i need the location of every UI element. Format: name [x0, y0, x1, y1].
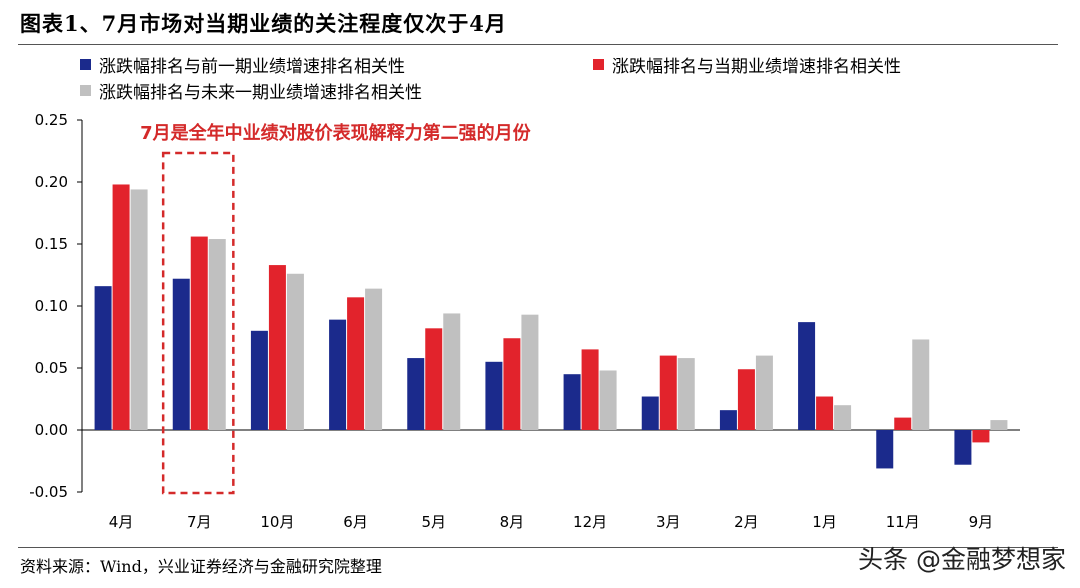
bar-2月-s2	[755, 355, 773, 430]
watermark: 头条 @金融梦想家	[858, 545, 1066, 574]
x-tick-label: 10月	[260, 513, 294, 531]
legend-label-current: 涨跌幅排名与当期业绩增速排名相关性	[612, 57, 901, 77]
x-tick-label: 7月	[187, 513, 212, 531]
legend-item-prev: 涨跌幅排名与前一期业绩增速排名相关性	[80, 52, 405, 77]
bar-12月-s0	[563, 374, 581, 430]
legend-swatch-prev	[80, 59, 91, 70]
bar-10月-s0	[250, 330, 268, 430]
highlight-box	[161, 151, 235, 495]
y-tick-label: 0.15	[35, 235, 68, 253]
y-tick-label: 0.10	[35, 297, 68, 315]
x-tick-label: 9月	[969, 513, 994, 531]
bar-12月-s2	[599, 370, 617, 430]
bar-10月-s2	[286, 273, 304, 430]
bar-4月-s2	[130, 189, 148, 430]
x-tick-label: 3月	[656, 513, 681, 531]
legend-item-current: 涨跌幅排名与当期业绩增速排名相关性	[593, 52, 901, 77]
x-tick-label: 2月	[734, 513, 759, 531]
bar-7月-s0	[172, 278, 190, 430]
y-tick-label: 0.20	[35, 173, 68, 191]
bar-11月-s2	[912, 339, 930, 430]
bar-9月-s2	[990, 420, 1008, 430]
x-tick-label: 8月	[500, 513, 525, 531]
y-tick-label: 0.05	[35, 359, 68, 377]
bar-3月-s2	[677, 358, 695, 430]
y-tick-label: -0.05	[29, 483, 68, 501]
bar-7月-s1	[190, 236, 208, 430]
source-note: 资料来源：Wind，兴业证券经济与金融研究院整理	[20, 557, 382, 576]
bar-11月-s1	[894, 417, 912, 430]
bar-8月-s1	[503, 338, 521, 430]
legend-label-prev: 涨跌幅排名与前一期业绩增速排名相关性	[99, 57, 405, 77]
x-tick-label: 11月	[886, 513, 920, 531]
legend-label-next: 涨跌幅排名与未来一期业绩增速排名相关性	[99, 83, 422, 103]
bar-7月-s2	[208, 239, 226, 430]
footer-divider	[18, 547, 1058, 548]
bar-5月-s0	[407, 358, 425, 430]
legend-swatch-current	[593, 59, 604, 70]
bar-9月-s0	[954, 430, 972, 465]
annotation-text: 7月是全年中业绩对股价表现解释力第二强的月份	[140, 122, 532, 144]
bar-3月-s1	[659, 355, 677, 430]
bar-4月-s0	[94, 286, 112, 430]
x-tick-label: 1月	[812, 513, 837, 531]
y-tick-label: 0.25	[35, 111, 68, 129]
legend-swatch-next	[80, 85, 91, 96]
bar-9月-s1	[972, 430, 990, 443]
bar-2月-s0	[719, 410, 737, 430]
y-tick-label: 0.00	[35, 421, 68, 439]
bar-8月-s0	[485, 361, 503, 430]
bar-5月-s2	[443, 313, 461, 430]
x-tick-label: 12月	[573, 513, 607, 531]
x-tick-label: 6月	[343, 513, 368, 531]
bar-12月-s1	[581, 349, 599, 430]
bar-8月-s2	[521, 314, 539, 430]
bar-4月-s1	[112, 184, 130, 430]
title-divider	[18, 44, 1058, 45]
bar-1月-s0	[798, 322, 816, 430]
bar-6月-s2	[365, 288, 383, 430]
bar-1月-s1	[816, 396, 834, 430]
bar-3月-s0	[641, 396, 659, 430]
x-tick-label: 5月	[421, 513, 446, 531]
bar-2月-s1	[737, 369, 755, 430]
bar-5月-s1	[425, 328, 443, 430]
bar-6月-s0	[329, 319, 347, 430]
bar-10月-s1	[268, 265, 286, 430]
bar-6月-s1	[347, 297, 365, 430]
bar-1月-s2	[834, 405, 852, 430]
x-tick-label: 4月	[109, 513, 134, 531]
page-title: 图表1、7月市场对当期业绩的关注程度仅次于4月	[20, 11, 507, 36]
bar-11月-s0	[876, 430, 894, 469]
legend-item-next: 涨跌幅排名与未来一期业绩增速排名相关性	[80, 78, 422, 103]
